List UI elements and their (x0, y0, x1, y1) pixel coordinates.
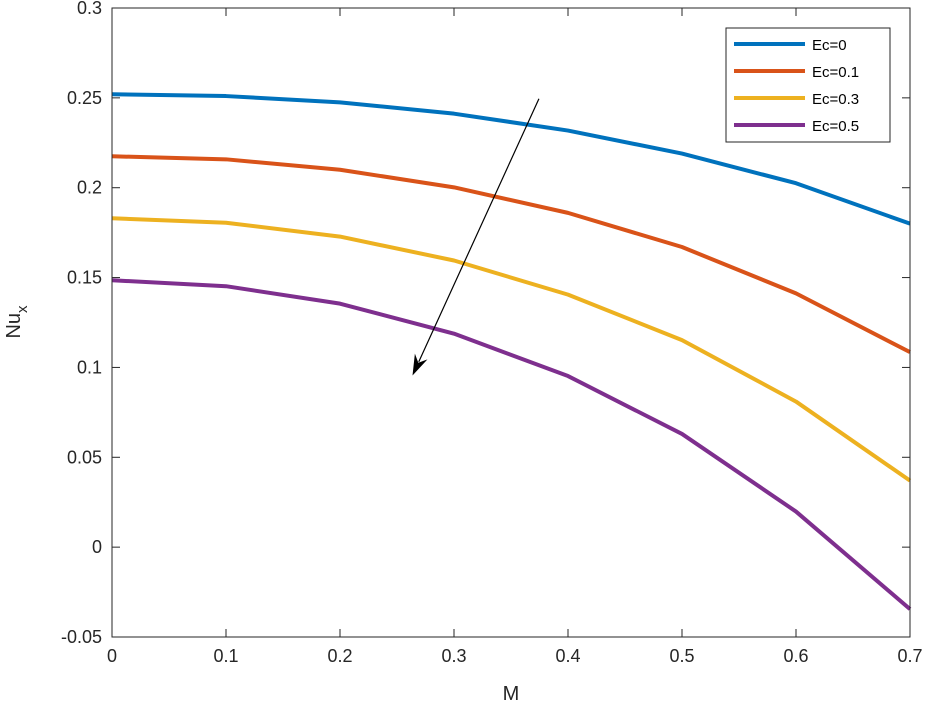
plot-frame (111, 7, 911, 638)
y-tick-label: 0 (92, 537, 102, 557)
y-tick-label: 0.15 (67, 268, 102, 288)
legend-label: Ec=0.3 (812, 91, 859, 108)
legend-label: Ec=0 (812, 37, 847, 54)
y-tick-label: 0.3 (77, 0, 102, 18)
y-axis-label: Nux (3, 305, 31, 339)
annotation-arrow-shaft (418, 98, 540, 363)
x-tick-label: 0.2 (327, 646, 352, 666)
x-tick-label: 0.4 (555, 646, 580, 666)
y-tick-label: 0.2 (77, 178, 102, 198)
series-layer (111, 92, 912, 611)
x-tick-label: 0 (107, 646, 117, 666)
annotation-arrow-head (412, 353, 428, 376)
y-tick-label: 0.1 (77, 357, 102, 377)
series-line (111, 216, 912, 483)
x-tick-label: 0.6 (783, 646, 808, 666)
series-line (111, 92, 911, 226)
x-tick-label: 0.1 (213, 646, 238, 666)
x-tick-label: 0.3 (441, 646, 466, 666)
y-axis-label-subscript: x (14, 305, 31, 313)
legend-label: Ec=0.1 (812, 64, 859, 81)
legend-label: Ec=0.5 (812, 118, 859, 135)
y-axis-ticks: -0.05 0 0.05 0.1 0.15 0.2 0.25 0.3 (61, 0, 910, 647)
y-tick-label: -0.05 (61, 627, 102, 647)
x-tick-label: 0.5 (669, 646, 694, 666)
y-tick-label: 0.05 (67, 447, 102, 467)
x-axis-ticks: 0 0.1 0.2 0.3 0.4 0.5 0.6 0.7 (107, 8, 923, 666)
x-tick-label: 0.7 (897, 646, 922, 666)
legend: Ec=0 Ec=0.1 Ec=0.3 Ec=0.5 (725, 27, 891, 143)
x-axis-label: M (503, 683, 520, 705)
annotation-layer (412, 98, 540, 376)
y-tick-label: 0.25 (67, 88, 102, 108)
series-line (111, 278, 912, 611)
series-line (111, 154, 911, 354)
y-axis-label-main: Nu (3, 313, 25, 339)
